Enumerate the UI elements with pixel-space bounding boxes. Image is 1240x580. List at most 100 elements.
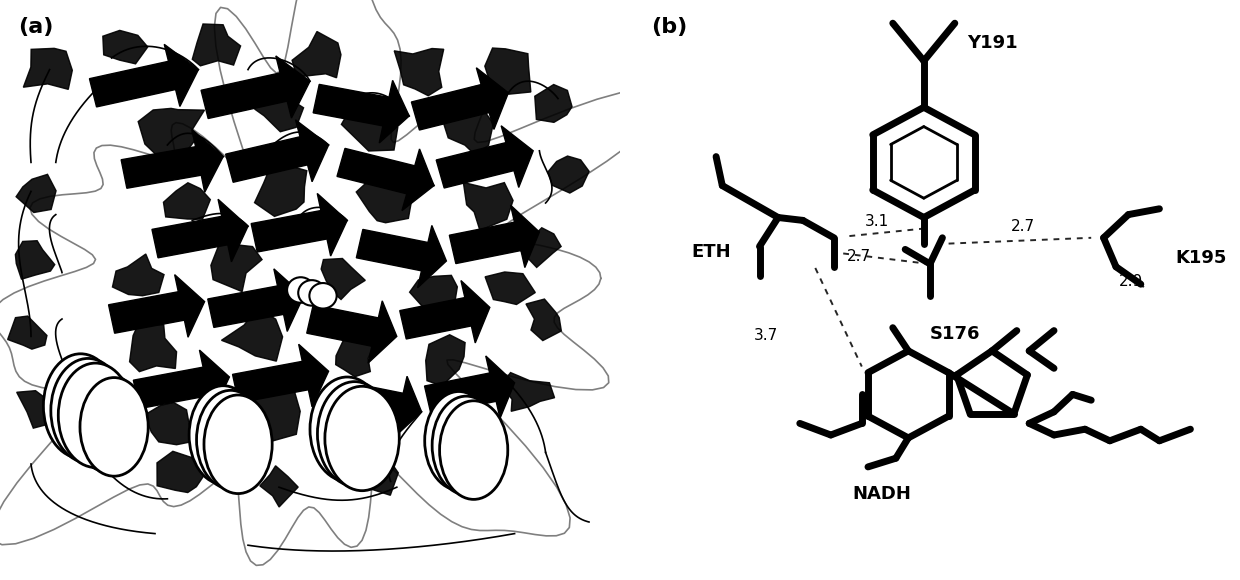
- Polygon shape: [331, 380, 403, 422]
- Polygon shape: [425, 335, 465, 386]
- Polygon shape: [293, 31, 341, 78]
- Polygon shape: [461, 281, 490, 343]
- Polygon shape: [464, 183, 513, 230]
- Polygon shape: [153, 216, 228, 258]
- Polygon shape: [226, 137, 308, 182]
- Ellipse shape: [51, 358, 125, 463]
- Polygon shape: [449, 222, 521, 263]
- Polygon shape: [222, 308, 283, 361]
- Polygon shape: [418, 226, 446, 288]
- Polygon shape: [409, 276, 458, 311]
- Polygon shape: [89, 61, 176, 107]
- Text: 3.1: 3.1: [866, 214, 889, 229]
- Polygon shape: [337, 148, 414, 194]
- Polygon shape: [24, 48, 72, 89]
- Ellipse shape: [325, 386, 399, 491]
- Polygon shape: [526, 299, 562, 340]
- Polygon shape: [485, 48, 531, 94]
- Polygon shape: [247, 81, 304, 132]
- Polygon shape: [412, 85, 489, 130]
- Ellipse shape: [73, 373, 141, 472]
- Polygon shape: [252, 211, 327, 252]
- Polygon shape: [368, 301, 397, 363]
- Polygon shape: [175, 275, 205, 337]
- Ellipse shape: [64, 368, 134, 467]
- Ellipse shape: [79, 378, 149, 476]
- Polygon shape: [233, 361, 309, 403]
- Circle shape: [288, 277, 315, 303]
- Text: 2.9: 2.9: [1120, 274, 1143, 289]
- Ellipse shape: [196, 390, 265, 489]
- Polygon shape: [200, 350, 229, 412]
- Polygon shape: [192, 129, 223, 193]
- Polygon shape: [399, 298, 471, 339]
- Polygon shape: [402, 149, 434, 211]
- Polygon shape: [476, 68, 508, 129]
- Polygon shape: [239, 383, 300, 441]
- Polygon shape: [436, 143, 513, 188]
- Polygon shape: [379, 81, 409, 143]
- Polygon shape: [321, 259, 366, 299]
- Ellipse shape: [317, 382, 392, 486]
- Polygon shape: [201, 73, 288, 118]
- Polygon shape: [274, 269, 304, 331]
- Polygon shape: [164, 183, 211, 219]
- Polygon shape: [129, 324, 176, 372]
- Polygon shape: [299, 345, 329, 407]
- Text: (a): (a): [19, 17, 55, 37]
- Polygon shape: [16, 391, 57, 428]
- Text: (b): (b): [651, 17, 687, 37]
- Text: Y191: Y191: [967, 34, 1018, 52]
- Polygon shape: [521, 228, 562, 267]
- Ellipse shape: [43, 354, 118, 458]
- Polygon shape: [485, 272, 536, 304]
- Polygon shape: [113, 254, 164, 296]
- Polygon shape: [306, 305, 378, 346]
- Polygon shape: [275, 56, 310, 118]
- Polygon shape: [336, 331, 377, 377]
- Polygon shape: [254, 159, 306, 216]
- Ellipse shape: [310, 377, 384, 481]
- Polygon shape: [208, 286, 284, 328]
- Polygon shape: [548, 156, 589, 193]
- Polygon shape: [295, 120, 329, 182]
- Text: S176: S176: [930, 325, 981, 343]
- Polygon shape: [501, 372, 554, 411]
- Polygon shape: [534, 85, 572, 122]
- Polygon shape: [393, 376, 422, 438]
- Polygon shape: [192, 24, 241, 66]
- Ellipse shape: [432, 396, 501, 495]
- Polygon shape: [134, 367, 210, 409]
- Text: 2.7: 2.7: [1011, 219, 1035, 234]
- Polygon shape: [446, 397, 498, 440]
- Polygon shape: [157, 451, 213, 492]
- Polygon shape: [356, 175, 410, 223]
- Text: 2.7: 2.7: [847, 249, 870, 264]
- Polygon shape: [501, 126, 533, 187]
- Polygon shape: [144, 403, 192, 445]
- Circle shape: [299, 280, 325, 306]
- Ellipse shape: [58, 363, 133, 467]
- Circle shape: [310, 283, 337, 309]
- Ellipse shape: [203, 395, 273, 494]
- Polygon shape: [441, 103, 494, 154]
- Polygon shape: [511, 205, 539, 267]
- Polygon shape: [356, 230, 428, 271]
- Polygon shape: [218, 200, 248, 262]
- Polygon shape: [486, 356, 515, 418]
- Polygon shape: [317, 194, 347, 256]
- Ellipse shape: [424, 392, 494, 490]
- Polygon shape: [16, 175, 56, 212]
- Polygon shape: [138, 108, 205, 162]
- Ellipse shape: [188, 386, 258, 484]
- Polygon shape: [15, 241, 55, 279]
- Polygon shape: [211, 242, 262, 292]
- Polygon shape: [394, 49, 444, 96]
- Polygon shape: [424, 373, 496, 414]
- Polygon shape: [67, 431, 114, 469]
- Polygon shape: [164, 44, 198, 107]
- Polygon shape: [260, 466, 298, 507]
- Polygon shape: [348, 406, 398, 452]
- Text: K195: K195: [1176, 249, 1226, 267]
- Polygon shape: [103, 30, 148, 64]
